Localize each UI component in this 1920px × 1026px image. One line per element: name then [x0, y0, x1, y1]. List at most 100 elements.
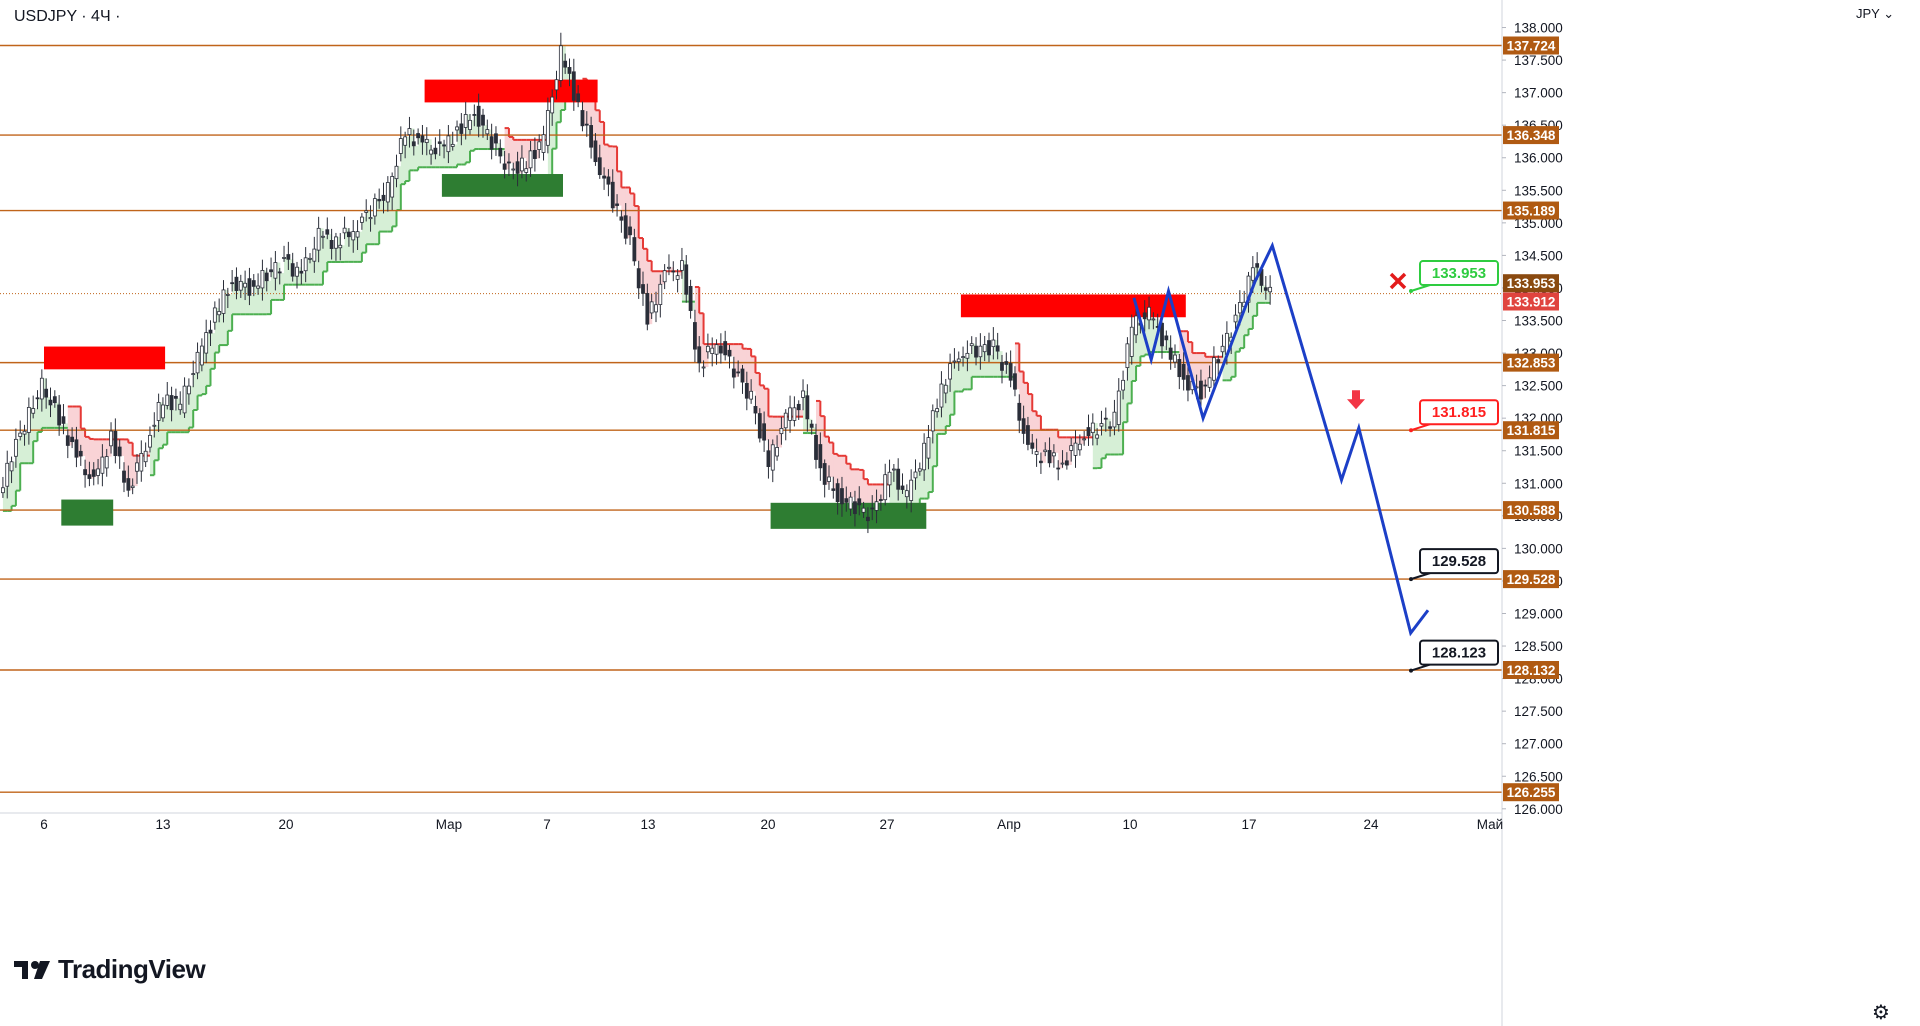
y-tick-label: 128.500 — [1514, 639, 1563, 654]
candle-body — [481, 114, 485, 126]
trend-fill — [560, 45, 566, 111]
trend-fill — [677, 271, 683, 276]
candle-body — [757, 413, 762, 439]
candle-body — [498, 147, 503, 157]
level-price-tag — [1503, 501, 1559, 520]
candle-body — [295, 266, 299, 277]
trend-fill — [331, 248, 337, 262]
time-axis[interactable]: 6 13 20 Мар 7 13 20 27 Апр 10 17 24 Май — [0, 812, 1503, 832]
candle-body — [74, 439, 79, 458]
candle-body — [65, 435, 70, 446]
trend-fill — [1079, 437, 1085, 445]
price-axis[interactable]: 126.000126.500127.000127.500128.000128.5… — [1501, 0, 1920, 1026]
trend-fill — [608, 146, 614, 185]
candle-body — [1233, 314, 1238, 323]
trend-fill — [50, 404, 56, 428]
candle-body — [316, 227, 321, 251]
level-price-tag — [1503, 353, 1559, 372]
trend-fill — [20, 433, 26, 464]
forecast-layer[interactable] — [1132, 241, 1430, 637]
candle-body — [325, 229, 330, 235]
candle-body — [528, 150, 533, 169]
symbol-label[interactable]: USDJPY · 4Ч · — [14, 8, 121, 25]
callouts-layer[interactable]: 133.953 131.815 129.528 128.123 — [1347, 260, 1499, 673]
trend-fill — [2, 487, 8, 511]
candle-body — [844, 498, 849, 503]
trend-fill — [223, 289, 229, 346]
trend-fill — [482, 125, 488, 150]
candle-body — [407, 128, 412, 136]
candle-body — [714, 344, 719, 355]
callout-box[interactable] — [1419, 399, 1499, 426]
callout-anchor — [1409, 577, 1413, 582]
trend-fill — [1235, 315, 1241, 352]
candle-body — [541, 134, 546, 153]
trend-fill — [729, 344, 735, 357]
candle-body — [974, 345, 978, 358]
y-tick-label: 131.000 — [1514, 476, 1563, 491]
trend-fill — [591, 94, 597, 148]
candle-body — [230, 282, 235, 285]
candle-body — [1220, 345, 1225, 353]
candle-body — [744, 382, 749, 399]
candle-body — [926, 437, 931, 459]
candle-body — [1013, 373, 1017, 390]
trend-fill — [162, 404, 168, 445]
candle-body — [935, 408, 940, 413]
candle-body — [792, 407, 797, 421]
trend-fill — [15, 439, 21, 491]
candle-body — [31, 408, 36, 414]
candle-body — [502, 163, 507, 170]
candle-body — [554, 79, 559, 91]
candle-body — [615, 203, 619, 206]
trend-fill — [621, 187, 627, 221]
trend-fill — [1205, 356, 1211, 386]
candle-body — [1181, 364, 1186, 380]
candle-body — [788, 407, 792, 421]
tradingview-logo[interactable]: TradingView — [14, 954, 206, 985]
candle-body — [221, 289, 226, 314]
candle-body — [818, 444, 823, 469]
candle-body — [1021, 418, 1026, 434]
trend-fill — [863, 479, 869, 509]
candle-body — [351, 231, 356, 241]
trend-fill — [240, 281, 246, 315]
candle-body — [1039, 460, 1043, 464]
candle-body — [545, 110, 550, 146]
trend-fill — [98, 439, 103, 469]
trend-fill — [210, 333, 216, 369]
candle-body — [597, 157, 602, 176]
candle-body — [1112, 411, 1117, 428]
callout-box[interactable] — [1419, 260, 1499, 287]
candle-body — [368, 217, 373, 220]
gear-icon[interactable]: ⚙ — [1872, 1000, 1890, 1024]
trend-fill — [348, 236, 354, 262]
trend-fill — [1162, 345, 1167, 353]
candle-body — [91, 469, 96, 477]
trend-fill — [1174, 352, 1180, 356]
currency-selector[interactable]: JPY ⌄ — [1856, 6, 1894, 22]
callout-box[interactable] — [1419, 548, 1499, 575]
forecast-path[interactable] — [1132, 241, 1430, 637]
trend-fill — [383, 200, 389, 232]
callout-box[interactable] — [1419, 639, 1499, 666]
candle-body — [779, 428, 784, 435]
candle-body — [186, 385, 191, 395]
trend-fill — [1226, 333, 1232, 381]
candle-body — [364, 210, 369, 213]
trend-fill — [500, 149, 506, 157]
trend-fill — [439, 143, 445, 168]
trend-fill — [85, 436, 91, 475]
trend-fill — [841, 455, 847, 504]
trend-fill — [431, 150, 437, 168]
candle-body — [100, 456, 105, 474]
trend-fill — [1127, 343, 1133, 404]
candles-layer — [1, 32, 1273, 534]
trend-fill — [738, 344, 744, 373]
trend-fill — [262, 270, 268, 315]
trend-fill — [175, 398, 181, 433]
trend-fill — [1014, 343, 1020, 390]
trend-fill — [846, 463, 852, 503]
candle-body — [403, 136, 408, 146]
